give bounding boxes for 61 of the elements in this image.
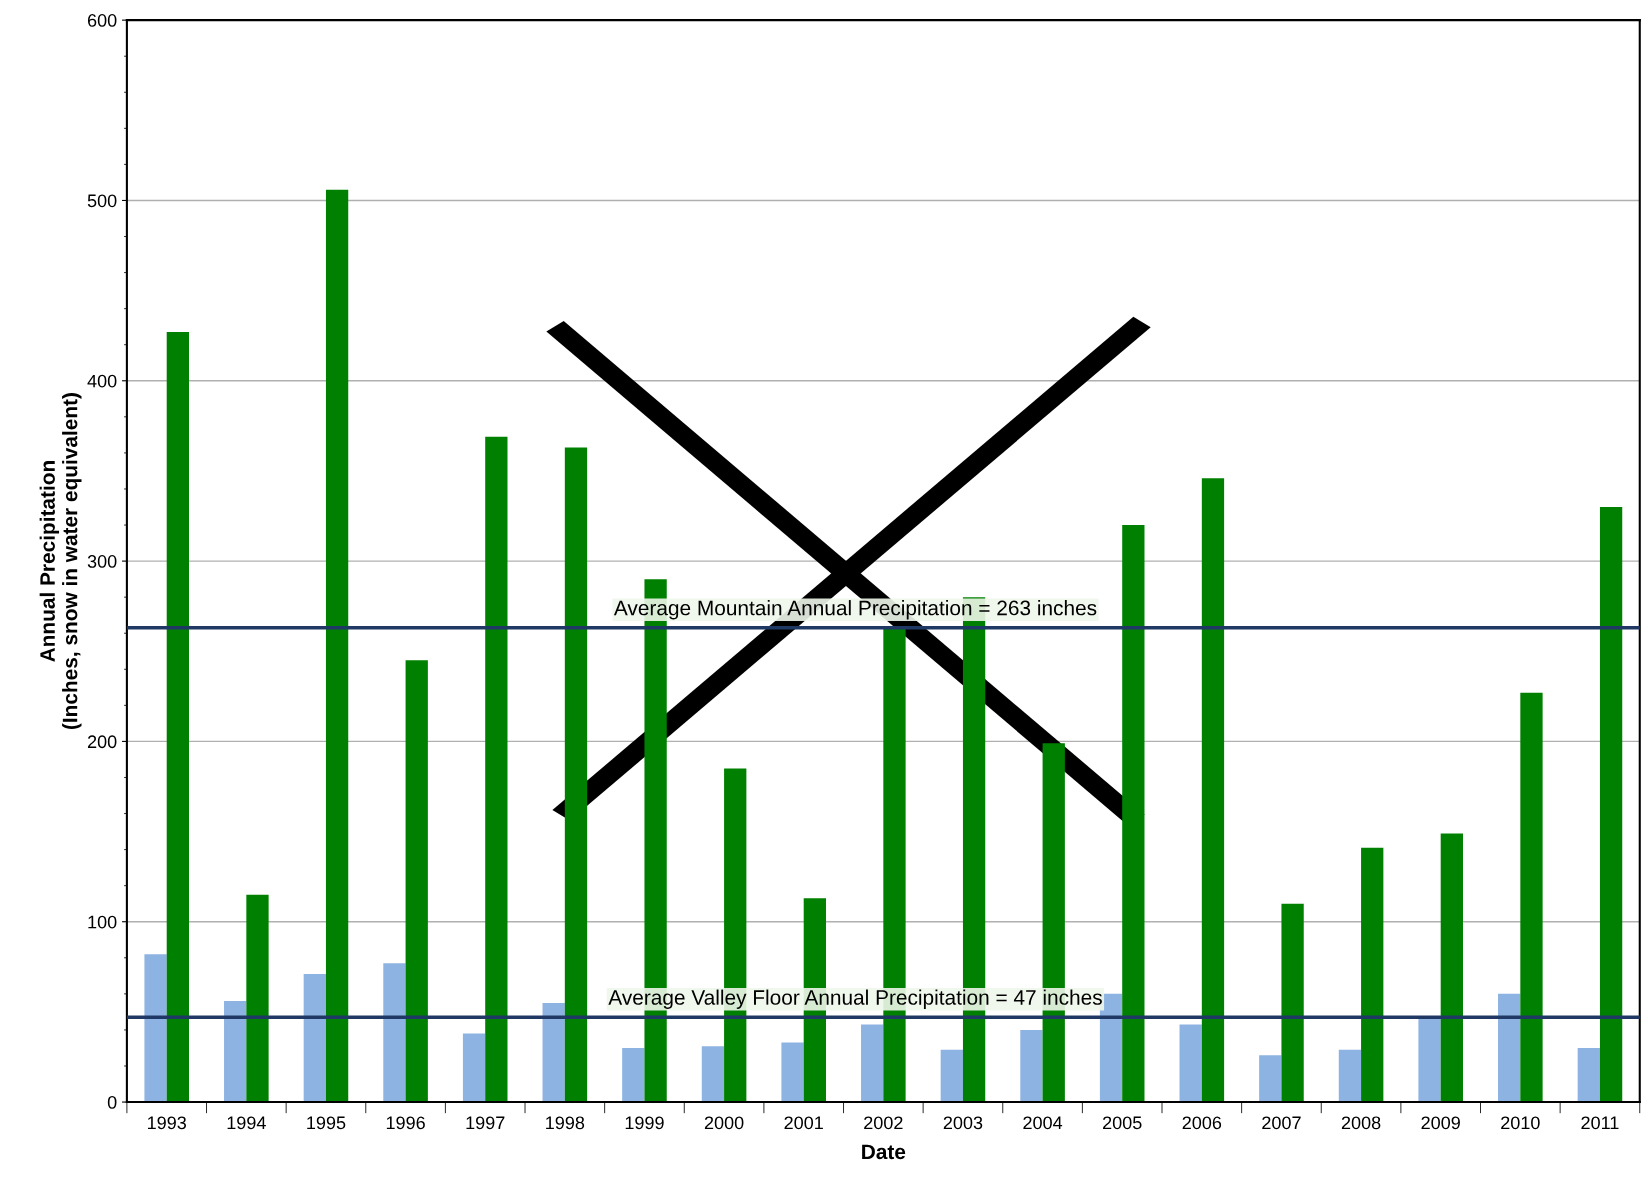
y-tick-label: 100 [88, 915, 117, 929]
x-tick-label: 2010 [1501, 1116, 1540, 1130]
x-tick-label: 2008 [1341, 1116, 1381, 1130]
bar [1201, 478, 1225, 1103]
bar [224, 1001, 247, 1103]
x-tick-label: 1993 [148, 1116, 186, 1130]
bar [246, 894, 269, 1103]
bar [861, 1024, 884, 1103]
bar [1498, 993, 1521, 1103]
bar [1259, 1055, 1282, 1103]
x-tick-label: 2007 [1262, 1116, 1301, 1130]
bar [1418, 1019, 1441, 1103]
x-tick-label: 2002 [864, 1116, 903, 1130]
bar [542, 1002, 565, 1103]
bar [166, 332, 189, 1103]
x-tick-label: 2009 [1421, 1116, 1460, 1130]
x-tick-label: 1994 [227, 1116, 266, 1130]
y-tick-label: 300 [87, 555, 117, 568]
bar [303, 974, 326, 1103]
bar [1361, 847, 1384, 1103]
bar [1020, 1029, 1043, 1103]
y-tick-label: 0 [107, 1095, 117, 1109]
ref-line-label: Average Valley Floor Annual Precipitation = 47 inches [608, 989, 1102, 1009]
ref-line-label: Average Mountain Annual Precipitation = 263 inches [613, 600, 1097, 620]
bar [940, 1049, 963, 1103]
bar [564, 447, 588, 1103]
x-tick-label: 2011 [1581, 1116, 1619, 1130]
x-tick-label: 1999 [625, 1116, 664, 1130]
bar [1281, 903, 1304, 1103]
x-tick-label: 2005 [1103, 1116, 1142, 1130]
bar [1440, 833, 1463, 1103]
bar [462, 1033, 486, 1103]
x-tick-label: 2003 [943, 1116, 983, 1130]
bar [701, 1046, 725, 1103]
bar [1520, 692, 1543, 1103]
bar [781, 1042, 804, 1103]
bar [485, 436, 508, 1103]
x-tick-label: 2006 [1182, 1116, 1222, 1130]
bar [1338, 1049, 1362, 1103]
x-tick-label: 2001 [784, 1116, 823, 1130]
bar [622, 1047, 645, 1103]
y-tick-label: 200 [87, 735, 117, 749]
y-tick-label: 400 [87, 374, 117, 388]
x-tick-label: 1995 [307, 1116, 346, 1130]
y-axis-title: Annual Precipitation (Inches, snow in water equivalent) [39, 393, 82, 730]
bar [405, 660, 428, 1103]
bar [1599, 507, 1623, 1103]
x-tick-label: 1997 [466, 1116, 505, 1130]
y-tick-label: 500 [87, 194, 117, 208]
x-tick-label: 2004 [1023, 1116, 1063, 1130]
bar [1122, 525, 1145, 1103]
x-tick-label: 1996 [386, 1116, 425, 1130]
bar [1179, 1024, 1202, 1103]
x-tick-label: 1998 [546, 1116, 585, 1130]
y-tick-label: 600 [87, 14, 117, 27]
bar [1577, 1047, 1600, 1103]
bar [383, 963, 406, 1103]
bar [325, 189, 349, 1103]
bar [144, 954, 167, 1103]
x-tick-label: 2000 [704, 1116, 744, 1130]
x-axis-title: Date [862, 1144, 906, 1160]
